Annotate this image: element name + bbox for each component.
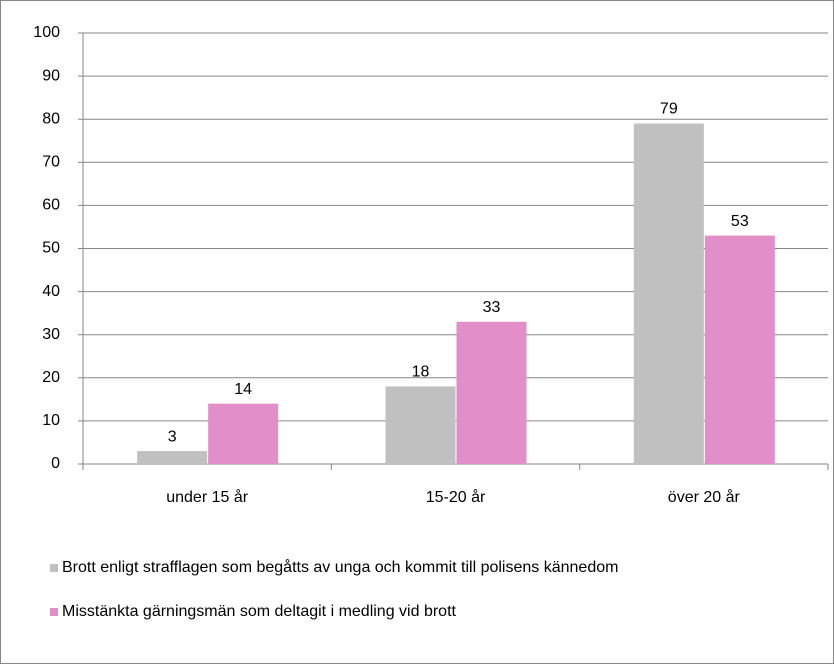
y-tick-label: 60 (42, 197, 60, 214)
data-label: 14 (234, 381, 252, 398)
legend-label: Brott enligt strafflagen som begåtts av … (62, 558, 618, 576)
data-label: 79 (660, 101, 678, 118)
bar (456, 321, 527, 464)
legend-swatch (50, 564, 58, 572)
data-label: 33 (483, 299, 501, 316)
bar (385, 386, 456, 464)
data-label: 53 (731, 213, 749, 230)
x-tick-label: över 20 år (668, 488, 741, 506)
y-tick-label: 100 (33, 24, 60, 41)
data-label: 3 (168, 428, 177, 445)
x-tick-label: 15-20 år (426, 488, 486, 506)
y-tick-label: 50 (42, 240, 60, 257)
y-tick-label: 0 (51, 455, 60, 472)
bar (704, 235, 775, 464)
y-tick-label: 10 (42, 412, 60, 429)
x-tick-label: under 15 år (166, 488, 249, 506)
bar (137, 451, 208, 464)
y-tick-label: 90 (42, 67, 60, 84)
legend-label: Misstänkta gärningsmän som deltagit i me… (62, 603, 457, 620)
legend-swatch (50, 608, 58, 616)
data-label: 18 (412, 364, 430, 381)
y-tick-label: 70 (42, 154, 60, 171)
y-tick-label: 30 (42, 326, 60, 343)
y-tick-label: 20 (42, 369, 60, 386)
y-tick-label: 40 (42, 283, 60, 300)
y-tick-label: 80 (42, 110, 60, 127)
bar (633, 123, 704, 464)
bar (208, 403, 279, 464)
